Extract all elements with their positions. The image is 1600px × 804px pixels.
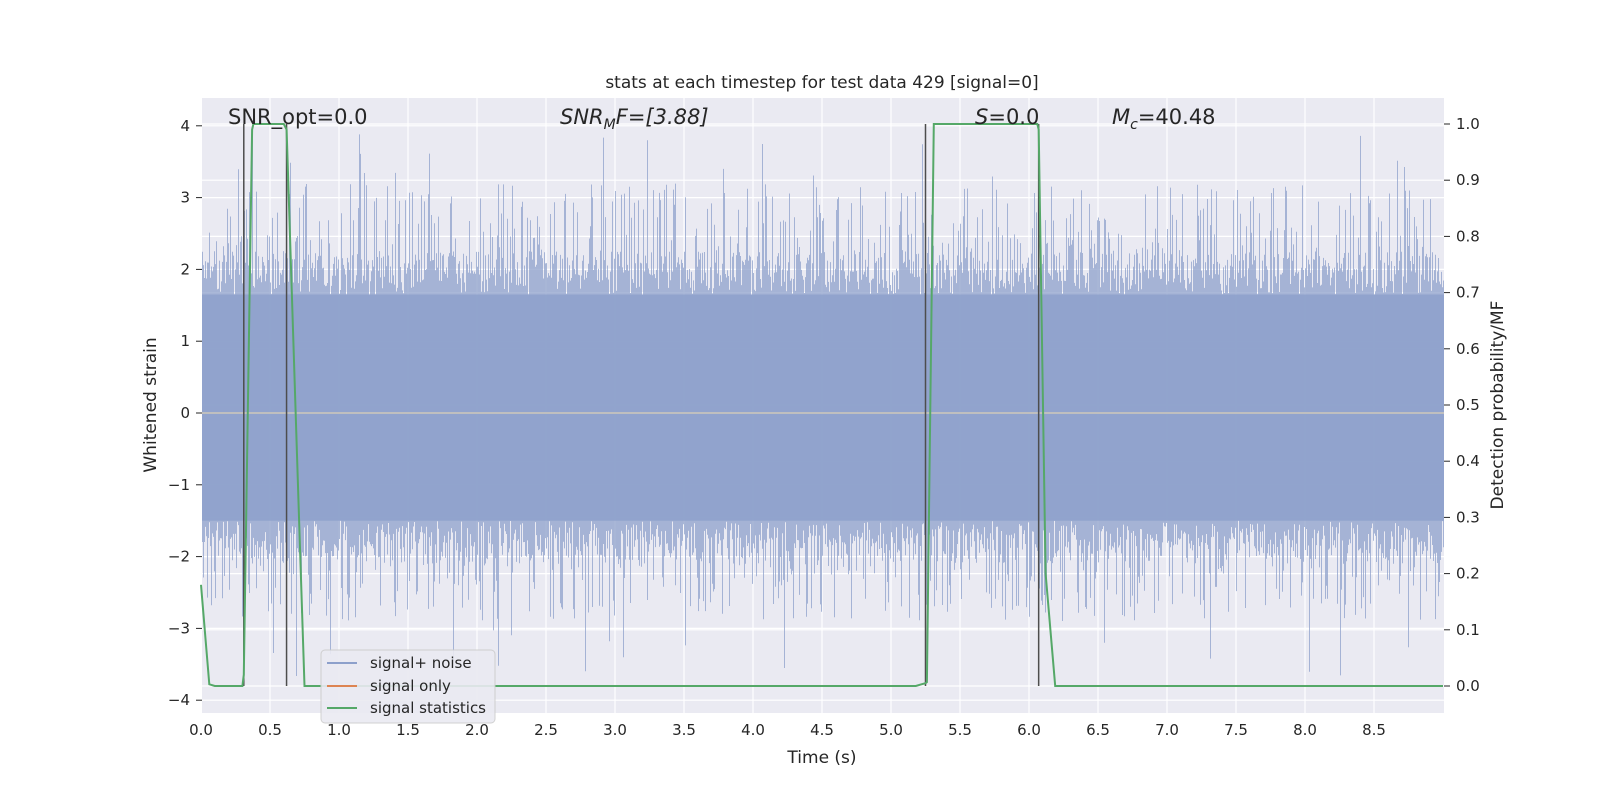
x-tick-label-6: 3.0 [603,721,627,739]
legend: signal+ noise signal only signal statist… [320,649,496,724]
annotation-mc-main: M [1112,105,1130,129]
legend-label-signal-only: signal only [370,677,451,695]
annotation-mc: Mc=40.48 [1112,105,1216,133]
signal-statistics-line [200,123,1443,687]
noise-core-band [202,294,1444,521]
annotation-snr-mf-rest: F=[3.88] [616,105,709,129]
legend-label-signal-statistics: signal statistics [370,699,486,717]
y-tick-label-0: 4 [180,117,190,135]
annotation-snr-opt: SNR_opt=0.0 [228,105,368,130]
x-tick-labels: 0.0 0.5 1.0 1.5 2.0 2.5 3.0 3.5 4.0 4.5 5.0 5.5 6.0 6… [189,721,1386,739]
x-tick-label-16: 8.0 [1293,721,1317,739]
y-tick-label-1: 3 [180,189,190,207]
y-tick-label-4: 0 [180,404,190,422]
y-right-tick-label-0: 1.0 [1456,115,1480,133]
x-tick-label-12: 6.0 [1017,721,1041,739]
x-tick-label-10: 5.0 [879,721,903,739]
y-axis-label: Whitened strain [141,337,161,472]
annotation-s-rest: =0.0 [988,105,1039,129]
y-tick-label-3: 1 [180,332,190,350]
x-tick-label-8: 4.0 [741,721,765,739]
y-right-tick-label-5: 0.5 [1456,396,1480,414]
x-tick-label-0: 0.0 [189,721,213,739]
series-signal-noise [202,132,1444,676]
x-tick-label-17: 8.5 [1362,721,1386,739]
x-tick-label-15: 7.5 [1224,721,1248,739]
y-tick-label-2: 2 [180,260,190,278]
y-tick-labels: 4 3 2 1 0 −1 −2 −3 −4 [168,117,202,709]
x-tick-label-5: 2.5 [534,721,558,739]
x-tick-label-2: 1.0 [327,721,351,739]
x-tick-label-4: 2.0 [465,721,489,739]
annotation-s-main: S [975,105,988,129]
y-right-tick-label-6: 0.4 [1456,452,1480,470]
y-right-tick-label-3: 0.7 [1456,284,1480,302]
y-right-tick-label-7: 0.3 [1456,508,1480,526]
chart-title: stats at each timestep for test data 429… [605,73,1038,93]
annotation-mc-sub: c [1130,117,1138,133]
y-right-tick-label-1: 0.9 [1456,171,1480,189]
annotation-snr-mf-main: SNR [560,105,604,129]
annotation-snr-mf-sub: M [604,117,616,133]
y-right-tick-label-9: 0.1 [1456,621,1480,639]
annotation-snr-mf: SNRMF=[3.88] [560,105,709,133]
legend-box [320,649,496,724]
annotation-mc-rest: =40.48 [1138,105,1216,129]
y-right-tick-labels: 1.0 0.9 0.8 0.7 0.6 0.5 0.4 0.3 0.2 0.1 0.0 [1444,115,1480,695]
y-tick-label-5: −1 [168,476,190,494]
x-tick-label-9: 4.5 [810,721,834,739]
y-tick-label-7: −3 [168,619,190,637]
x-tick-label-11: 5.5 [948,721,972,739]
y-tick-label-8: −4 [168,691,190,709]
x-tick-label-1: 0.5 [258,721,282,739]
y-tick-label-6: −2 [168,548,190,566]
annotation-s: S=0.0 [975,105,1039,129]
x-axis-label: Time (s) [786,748,856,768]
y-right-tick-label-2: 0.8 [1456,227,1480,245]
y-right-tick-label-4: 0.6 [1456,340,1480,358]
x-tick-label-14: 7.0 [1155,721,1179,739]
x-tick-label-7: 3.5 [672,721,696,739]
y-right-tick-label-8: 0.2 [1456,565,1480,583]
x-tick-label-3: 1.5 [396,721,420,739]
x-tick-label-13: 6.5 [1086,721,1110,739]
vertical-lines [243,124,1040,686]
y-right-axis-label: Detection probability/MF [1488,301,1508,510]
y-right-tick-label-10: 0.0 [1456,677,1480,695]
series-signal-statistics [200,123,1443,687]
legend-label-signal-noise: signal+ noise [370,654,472,672]
